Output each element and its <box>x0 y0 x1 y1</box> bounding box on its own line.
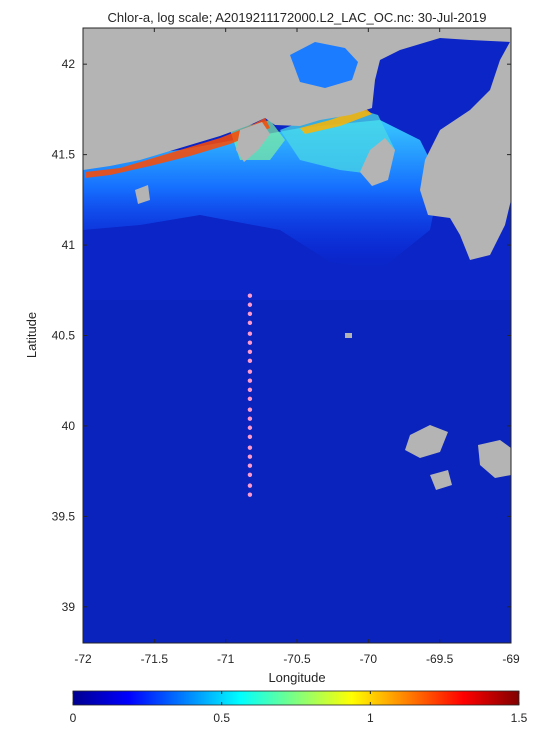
colorbar-tick-label: 0.5 <box>213 711 230 725</box>
station-point <box>247 492 253 497</box>
station-point <box>247 302 253 307</box>
station-point <box>247 445 253 450</box>
land-island-west <box>135 185 150 204</box>
y-tick-label: 39.5 <box>52 509 76 523</box>
y-axis: 39 39.5 40 40.5 41 41.5 42 <box>52 57 511 614</box>
y-tick-label: 40 <box>62 419 76 433</box>
station-point <box>247 425 253 430</box>
y-tick-label: 41.5 <box>52 148 76 162</box>
cloud-patch-1 <box>405 425 448 458</box>
x-tick-label: -69 <box>502 652 520 666</box>
station-point <box>247 454 253 459</box>
chart-title: Chlor-a, log scale; A2019211172000.L2_LA… <box>108 10 487 25</box>
station-point <box>247 387 253 392</box>
station-point <box>247 320 253 326</box>
x-tick-label: -69.5 <box>426 652 454 666</box>
colorbar <box>72 690 520 706</box>
y-axis-label: Latitude <box>24 312 39 358</box>
station-point <box>247 293 253 298</box>
station-point <box>247 358 253 364</box>
station-point <box>247 340 253 345</box>
map-image <box>83 28 511 643</box>
station-point <box>247 311 253 316</box>
ocean-deep-region <box>83 300 511 643</box>
x-axis: -72 -71.5 -71 -70.5 -70 -69.5 -69 <box>74 28 520 666</box>
station-point <box>247 483 253 488</box>
station-point <box>247 416 253 421</box>
colorbar-tick-label: 0 <box>70 711 77 725</box>
colorbar-tick-label: 1.5 <box>511 711 528 725</box>
station-point <box>247 349 253 354</box>
land-island-east <box>360 138 395 186</box>
coastal-front-red <box>85 118 270 178</box>
station-point <box>247 472 253 477</box>
colorbar-tick-label: 1 <box>367 711 374 725</box>
x-tick-label: -72 <box>74 652 92 666</box>
x-tick-label: -70 <box>360 652 378 666</box>
land-right-mass <box>420 28 511 260</box>
y-tick-label: 41 <box>62 238 76 252</box>
station-point <box>247 331 253 336</box>
x-tick-label: -70.5 <box>283 652 311 666</box>
y-tick-label: 39 <box>62 600 76 614</box>
cloud-speck <box>345 333 352 338</box>
cloud-patch-2 <box>478 440 511 478</box>
x-tick-label: -71.5 <box>141 652 169 666</box>
station-point <box>247 378 253 383</box>
station-point <box>247 407 253 412</box>
colorbar-ticks: 0 0.5 1 1.5 <box>70 691 528 725</box>
land-mainland <box>83 28 511 170</box>
land-cape-inner-water <box>290 42 358 88</box>
station-point <box>247 369 253 374</box>
x-tick-label: -71 <box>217 652 235 666</box>
y-tick-label: 40.5 <box>52 329 76 343</box>
station-point <box>247 434 253 439</box>
y-tick-label: 42 <box>62 57 76 71</box>
land-peninsula <box>236 122 270 162</box>
x-axis-label: Longitude <box>268 670 325 685</box>
coastal-front-yellow <box>300 108 372 134</box>
cloud-patch-3 <box>430 470 452 490</box>
station-point <box>247 463 253 468</box>
station-markers <box>247 293 253 497</box>
station-point <box>247 396 253 402</box>
